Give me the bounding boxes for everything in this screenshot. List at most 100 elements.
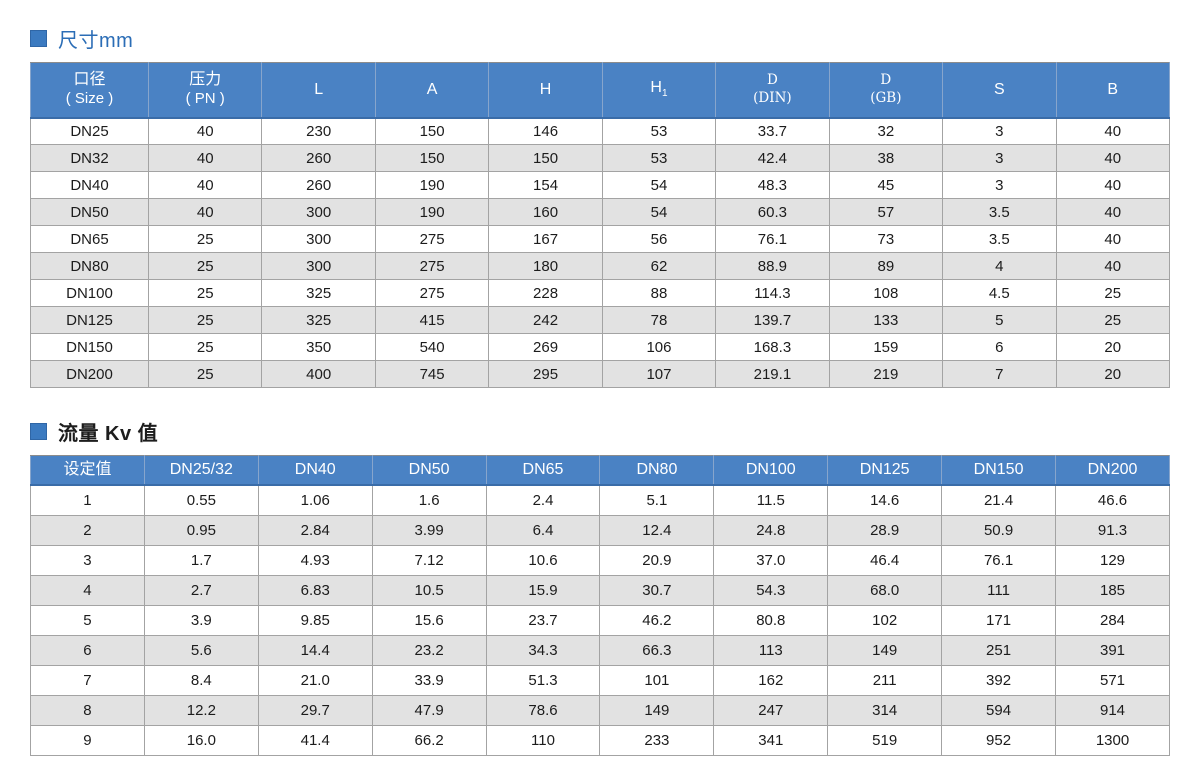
table-cell: 325 <box>261 279 376 307</box>
table-row: DN50 40 300 190 160 54 60.3 57 3.5 40 <box>30 198 1170 226</box>
dimensions-title-text: 尺寸mm <box>58 29 134 52</box>
table-cell: 16.0 <box>143 724 259 756</box>
table-cell: 150 <box>374 144 490 172</box>
table-cell: 25 <box>147 360 263 388</box>
table-cell: 149 <box>599 694 715 726</box>
table-cell: 415 <box>374 306 490 334</box>
table-cell: 242 <box>488 306 603 334</box>
column-header: DN80 <box>599 455 715 486</box>
table-cell: 745 <box>374 360 490 388</box>
table-cell: 62 <box>601 252 717 280</box>
table-cell: 12.2 <box>143 694 259 726</box>
table-cell: 66.2 <box>371 724 487 756</box>
table-cell: 150 <box>374 117 490 145</box>
table-cell: 33.7 <box>715 117 830 145</box>
table-cell: 60.3 <box>715 198 830 226</box>
table-cell: 2 <box>30 514 145 546</box>
table-cell: 400 <box>261 360 376 388</box>
table-cell: 47.9 <box>371 694 487 726</box>
table-cell: 46.6 <box>1055 484 1170 516</box>
table-cell: 2.7 <box>143 574 259 606</box>
table-cell: 37.0 <box>713 544 829 576</box>
column-header: DN100 <box>713 455 829 486</box>
table-cell: 325 <box>261 306 376 334</box>
table-cell: 260 <box>261 144 376 172</box>
table-cell: 40 <box>1055 225 1170 253</box>
table-cell: 3.9 <box>143 604 259 636</box>
table-cell: 102 <box>827 604 943 636</box>
table-row: 6 5.6 14.4 23.2 34.3 66.3 113 149 251 391 <box>30 634 1170 666</box>
column-header: D (DIN) <box>715 62 830 119</box>
table-cell: 4.93 <box>257 544 373 576</box>
table-cell: 8.4 <box>143 664 259 696</box>
table-cell: 91.3 <box>1055 514 1170 546</box>
table-cell: 24.8 <box>713 514 829 546</box>
table-cell: 300 <box>261 252 376 280</box>
table-cell: 108 <box>828 279 944 307</box>
table-cell: 162 <box>713 664 829 696</box>
table-cell: 73 <box>828 225 944 253</box>
table-cell: 171 <box>941 604 1057 636</box>
table-cell: 594 <box>941 694 1057 726</box>
table-cell: 10.5 <box>371 574 487 606</box>
table-cell: 284 <box>1055 604 1170 636</box>
table-cell: 190 <box>374 198 490 226</box>
table-cell: DN80 <box>30 252 149 280</box>
table-cell: 5 <box>30 604 145 636</box>
table-cell: 8 <box>30 694 145 726</box>
table-cell: 219.1 <box>715 360 830 388</box>
table-cell: 2.4 <box>485 484 601 516</box>
table-cell: 15.9 <box>485 574 601 606</box>
table-row: 7 8.4 21.0 33.9 51.3 101 162 211 392 571 <box>30 664 1170 696</box>
table-cell: 40 <box>1055 198 1170 226</box>
column-header: H1 <box>601 62 717 119</box>
table-cell: 20.9 <box>599 544 715 576</box>
table-cell: 48.3 <box>715 171 830 199</box>
table-cell: DN40 <box>30 171 149 199</box>
table-cell: 133 <box>828 306 944 334</box>
table-cell: 34.3 <box>485 634 601 666</box>
table-row: DN150 25 350 540 269 106 168.3 159 6 20 <box>30 333 1170 361</box>
table-cell: DN100 <box>30 279 149 307</box>
table-cell: 40 <box>147 117 263 145</box>
table-cell: 6 <box>942 333 1057 361</box>
table-cell: 211 <box>827 664 943 696</box>
table-cell: 20 <box>1055 360 1170 388</box>
table-cell: 519 <box>827 724 943 756</box>
table-cell: 7 <box>30 664 145 696</box>
table-cell: 25 <box>147 306 263 334</box>
table-cell: 66.3 <box>599 634 715 666</box>
table-row: 2 0.95 2.84 3.99 6.4 12.4 24.8 28.9 50.9 91.3 <box>30 514 1170 546</box>
table-cell: 114.3 <box>715 279 830 307</box>
table-cell: 5 <box>942 306 1057 334</box>
table-cell: 6 <box>30 634 145 666</box>
table-cell: DN150 <box>30 333 149 361</box>
table-cell: 341 <box>713 724 829 756</box>
table-cell: 32 <box>828 117 944 145</box>
table-cell: 25 <box>147 252 263 280</box>
table-cell: 54 <box>601 171 717 199</box>
table-cell: 295 <box>488 360 603 388</box>
table-cell: 21.0 <box>257 664 373 696</box>
table-cell: 4 <box>30 574 145 606</box>
table-cell: 46.2 <box>599 604 715 636</box>
table-cell: 106 <box>601 333 717 361</box>
table-cell: 269 <box>488 333 603 361</box>
table-cell: 40 <box>1055 171 1170 199</box>
table-cell: 275 <box>374 279 490 307</box>
table-cell: 88.9 <box>715 252 830 280</box>
table-cell: 10.6 <box>485 544 601 576</box>
table-cell: DN50 <box>30 198 149 226</box>
flow-title-text: 流量 Kv 值 <box>58 422 159 445</box>
table-cell: 129 <box>1055 544 1170 576</box>
table-row: 4 2.7 6.83 10.5 15.9 30.7 54.3 68.0 111 185 <box>30 574 1170 606</box>
table-cell: 110 <box>485 724 601 756</box>
table-cell: 952 <box>941 724 1057 756</box>
table-cell: 14.6 <box>827 484 943 516</box>
table-cell: 76.1 <box>941 544 1057 576</box>
table-cell: 260 <box>261 171 376 199</box>
column-header: DN40 <box>257 455 373 486</box>
table-cell: 3.5 <box>942 198 1057 226</box>
table-cell: 9 <box>30 724 145 756</box>
column-header: L <box>261 62 376 119</box>
